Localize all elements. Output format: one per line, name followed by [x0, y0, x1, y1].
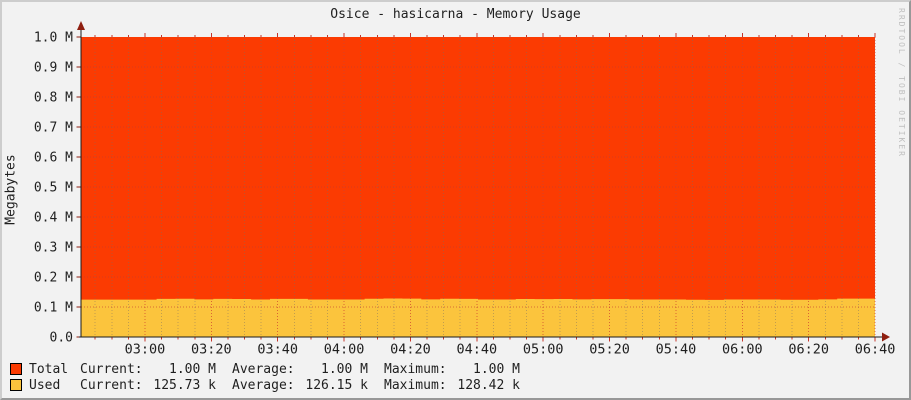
chart-legend: Total Current: 1.00 M Average: 1.00 M Ma…	[10, 361, 536, 393]
legend-key-current: Current:	[80, 361, 143, 377]
x-tick-label: 06:00	[722, 342, 763, 358]
x-axis-arrow	[882, 332, 890, 342]
y-tick-label: 0.0	[50, 331, 73, 346]
total-color-swatch	[10, 363, 22, 375]
legend-value-current: 125.73 k	[153, 377, 216, 393]
x-tick-label: 04:40	[457, 342, 498, 358]
y-tick-label: 0.7 M	[34, 121, 73, 136]
x-tick-label: 06:40	[855, 342, 896, 358]
legend-series-name: Total	[29, 361, 69, 377]
x-tick-label: 06:20	[788, 342, 829, 358]
y-tick-label: 0.3 M	[34, 241, 73, 256]
legend-series-name: Used	[29, 377, 61, 393]
legend-key-average: Average:	[232, 361, 295, 377]
y-tick-label: 0.5 M	[34, 181, 73, 196]
legend-key-maximum: Maximum:	[384, 377, 447, 393]
x-tick-label: 03:40	[257, 342, 298, 358]
y-tick-label: 0.4 M	[34, 211, 73, 226]
x-tick-label: 03:00	[125, 342, 166, 358]
x-tick-label: 05:00	[523, 342, 564, 358]
legend-value-maximum: 128.42 k	[457, 377, 520, 393]
rrdtool-watermark: RRDTOOL / TOBI OETIKER	[897, 8, 906, 158]
used-color-swatch	[10, 379, 22, 391]
total-area	[81, 37, 875, 337]
legend-value-average: 126.15 k	[305, 377, 368, 393]
legend-value-current: 1.00 M	[169, 361, 216, 377]
chart-title: Osice - hasicarna - Memory Usage	[330, 7, 581, 22]
legend-value-average: 1.00 M	[321, 361, 368, 377]
legend-row-used: Used Current: 125.73 k Average: 126.15 k…	[10, 377, 536, 393]
y-tick-label: 1.0 M	[34, 31, 73, 46]
x-tick-label: 05:40	[656, 342, 697, 358]
legend-key-average: Average:	[232, 377, 295, 393]
legend-key-maximum: Maximum:	[384, 361, 447, 377]
y-tick-label: 0.9 M	[34, 61, 73, 76]
x-tick-label: 05:20	[589, 342, 630, 358]
y-tick-label: 0.6 M	[34, 151, 73, 166]
x-tick-label: 04:00	[324, 342, 365, 358]
legend-value-maximum: 1.00 M	[473, 361, 520, 377]
y-tick-label: 0.1 M	[34, 301, 73, 316]
y-tick-label: 0.8 M	[34, 91, 73, 106]
x-tick-label: 03:20	[191, 342, 232, 358]
x-tick-label: 04:20	[390, 342, 431, 358]
legend-row-total: Total Current: 1.00 M Average: 1.00 M Ma…	[10, 361, 536, 377]
used-area	[81, 298, 875, 337]
y-axis-arrow	[77, 21, 85, 30]
legend-key-current: Current:	[80, 377, 143, 393]
y-tick-label: 0.2 M	[34, 271, 73, 286]
